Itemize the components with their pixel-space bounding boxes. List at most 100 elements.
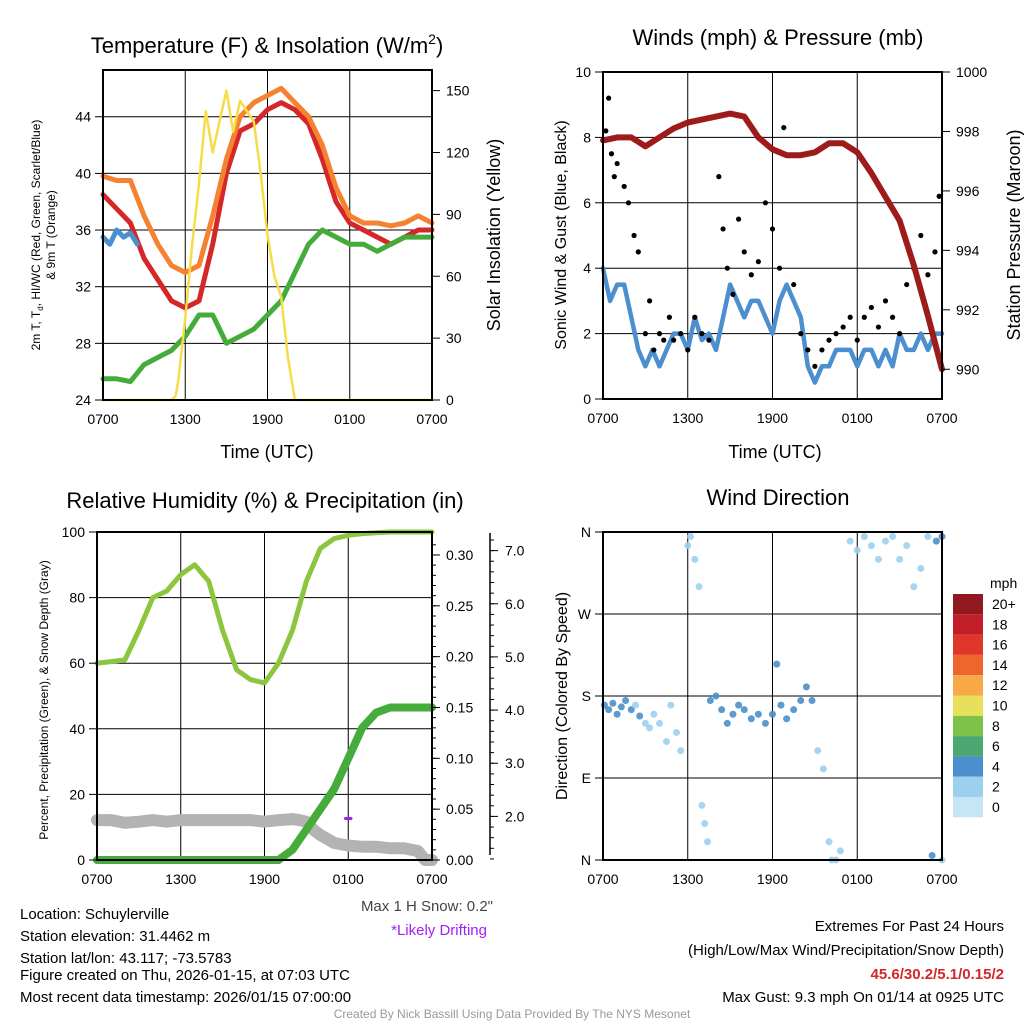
y-tick-label: 10 (575, 64, 591, 80)
gust-point (716, 174, 722, 180)
y-tick-label: 0 (77, 852, 85, 868)
direction-point (874, 555, 882, 563)
direction-point (636, 712, 644, 720)
direction-point (605, 706, 613, 714)
y-tick-label: 6 (583, 195, 591, 211)
gust-point (781, 124, 787, 131)
y-axis-label: 2m T, Td, HI/WC (Red, Green, Scarlet/Blu… (29, 120, 45, 351)
direction-point (867, 542, 875, 550)
plot-border (602, 71, 943, 400)
gust-point (932, 249, 938, 255)
y-tick-label: 40 (69, 721, 85, 737)
title-superscript: 2 (428, 31, 436, 47)
gust-point (791, 281, 797, 288)
legend-swatch (953, 736, 983, 757)
direction-point (687, 533, 695, 541)
y-tick-label: 4 (583, 260, 591, 276)
temperature-chart: 0700 1300 1900 0100 0700 24 28 32 36 40 44 0 30 60 90 1… (29, 31, 504, 462)
gust-point (666, 314, 672, 320)
y-axis-label: Percent, Precipitation (Green), & Snow D… (37, 560, 51, 839)
gust-point (936, 193, 942, 199)
legend-swatch (953, 797, 983, 818)
winds-chart: 0700 1300 1900 0100 0700 0 2 4 6 8 10 990 992 994 996 9… (553, 25, 1024, 462)
y2-axis-label: Solar Insolation (Yellow) (484, 139, 504, 331)
direction-point (928, 851, 936, 859)
gust-point (614, 160, 620, 167)
gust-point (608, 151, 615, 157)
y-tick-label: 992 (956, 302, 980, 318)
gust-point (769, 226, 776, 232)
y-tick-label: 0.30 (446, 547, 473, 563)
y-tick-label: 0 (446, 392, 454, 408)
direction-point (740, 706, 748, 714)
direction-point (917, 564, 925, 572)
gust-point (678, 331, 684, 337)
gust-point (755, 259, 761, 265)
x-tick-label: 1300 (672, 410, 703, 426)
y-tick-label: 990 (956, 361, 980, 377)
legend-label: 20+ (992, 596, 1016, 612)
gust-point (635, 249, 641, 255)
y-tick-label: 0.05 (446, 801, 473, 817)
snow-tick-label: 4.0 (505, 702, 525, 718)
y-tick-label: 100 (62, 524, 86, 540)
extremes-title: Extremes For Past 24 Hours (814, 918, 1004, 935)
y-axis-label: Sonic Wind & Gust (Blue, Black) (553, 120, 570, 349)
gust-point (611, 174, 617, 180)
y-tick-label: 0.15 (446, 699, 473, 715)
direction-point (910, 583, 918, 591)
snow-tick-label: 3.0 (505, 755, 525, 771)
direction-point (769, 710, 776, 718)
series-line-temp (100, 100, 435, 311)
direction-point (777, 701, 785, 709)
direction-point (825, 838, 833, 846)
y-tick-label: N (581, 524, 591, 540)
direction-point (773, 660, 781, 668)
gust-point (730, 291, 736, 297)
gust-point (606, 95, 612, 101)
x-tick-label: 1300 (170, 411, 201, 427)
direction-point (712, 692, 720, 700)
y-tick-label: 0.00 (446, 852, 473, 868)
gust-point (706, 337, 712, 343)
x-tick-label: 0100 (334, 411, 365, 427)
direction-point (735, 701, 743, 709)
snow-depth-line (91, 813, 438, 866)
x-tick-label: 0700 (587, 871, 618, 887)
y-tick-label: 994 (956, 242, 980, 258)
gust-point (631, 232, 637, 239)
gust-point (875, 324, 882, 330)
gust-point (925, 272, 931, 278)
x-tick-label: 0100 (842, 871, 873, 887)
direction-point (889, 533, 897, 541)
pressure-line (600, 110, 945, 373)
legend-label: 0 (992, 799, 1000, 815)
direction-point (836, 847, 844, 855)
direction-point (729, 710, 737, 718)
direction-point (754, 710, 762, 718)
wind-speed-line (600, 265, 945, 385)
direction-point (802, 683, 810, 691)
gust-point (656, 331, 663, 337)
extremes-subtitle: (High/Low/Max Wind/Precipitation/Snow De… (688, 942, 1004, 959)
gust-point (889, 314, 896, 320)
chart-title: Temperature (F) & Insolation (W/m2) (91, 31, 444, 58)
direction-point (622, 697, 630, 705)
x-tick-label: 1300 (672, 871, 703, 887)
gust-point (805, 347, 811, 353)
recent-text: Most recent data timestamp: 2026/01/15 0… (20, 989, 352, 1006)
x-tick-label: 0700 (416, 411, 447, 427)
y-axis-label-rest: , HI/WC (Red, Green, Scarlet/Blue) (29, 120, 43, 307)
gust-point (840, 324, 846, 330)
gust-point (819, 347, 825, 353)
gust-point (692, 314, 698, 320)
gust-point (699, 331, 705, 337)
gust-point (868, 304, 874, 311)
legend-swatch (953, 675, 983, 696)
elevation-text: Station elevation: 31.4462 m (20, 928, 211, 945)
direction-point (718, 706, 726, 714)
legend-swatch (953, 594, 983, 615)
y-tick-label: 2 (583, 326, 591, 342)
x-axis-label: Time (UTC) (728, 442, 821, 462)
